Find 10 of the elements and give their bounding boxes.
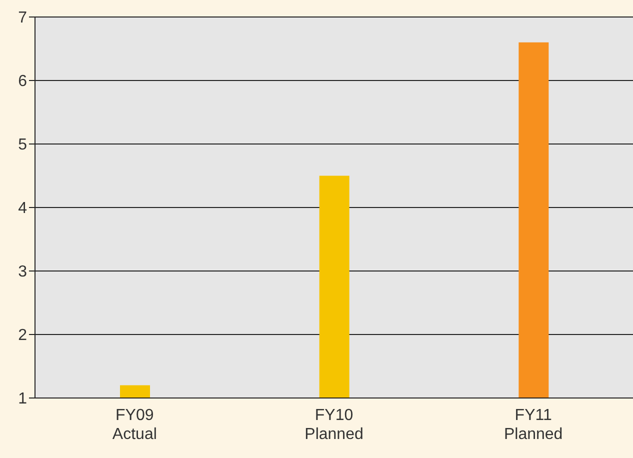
x-tick-label: FY11 Planned [504, 407, 563, 443]
y-tick-label: 3 [18, 264, 28, 281]
y-tick-label: 4 [18, 200, 28, 218]
y-tick-label: 5 [18, 136, 28, 154]
x-tick-label: FY09 Actual [112, 407, 157, 443]
x-tick-label: FY10 Planned [304, 407, 364, 443]
y-tick-label: 2 [18, 327, 28, 344]
y-tick-label: 6 [18, 73, 28, 90]
y-tick-label: 7 [18, 10, 28, 27]
y-tick-label: 1 [18, 390, 28, 408]
